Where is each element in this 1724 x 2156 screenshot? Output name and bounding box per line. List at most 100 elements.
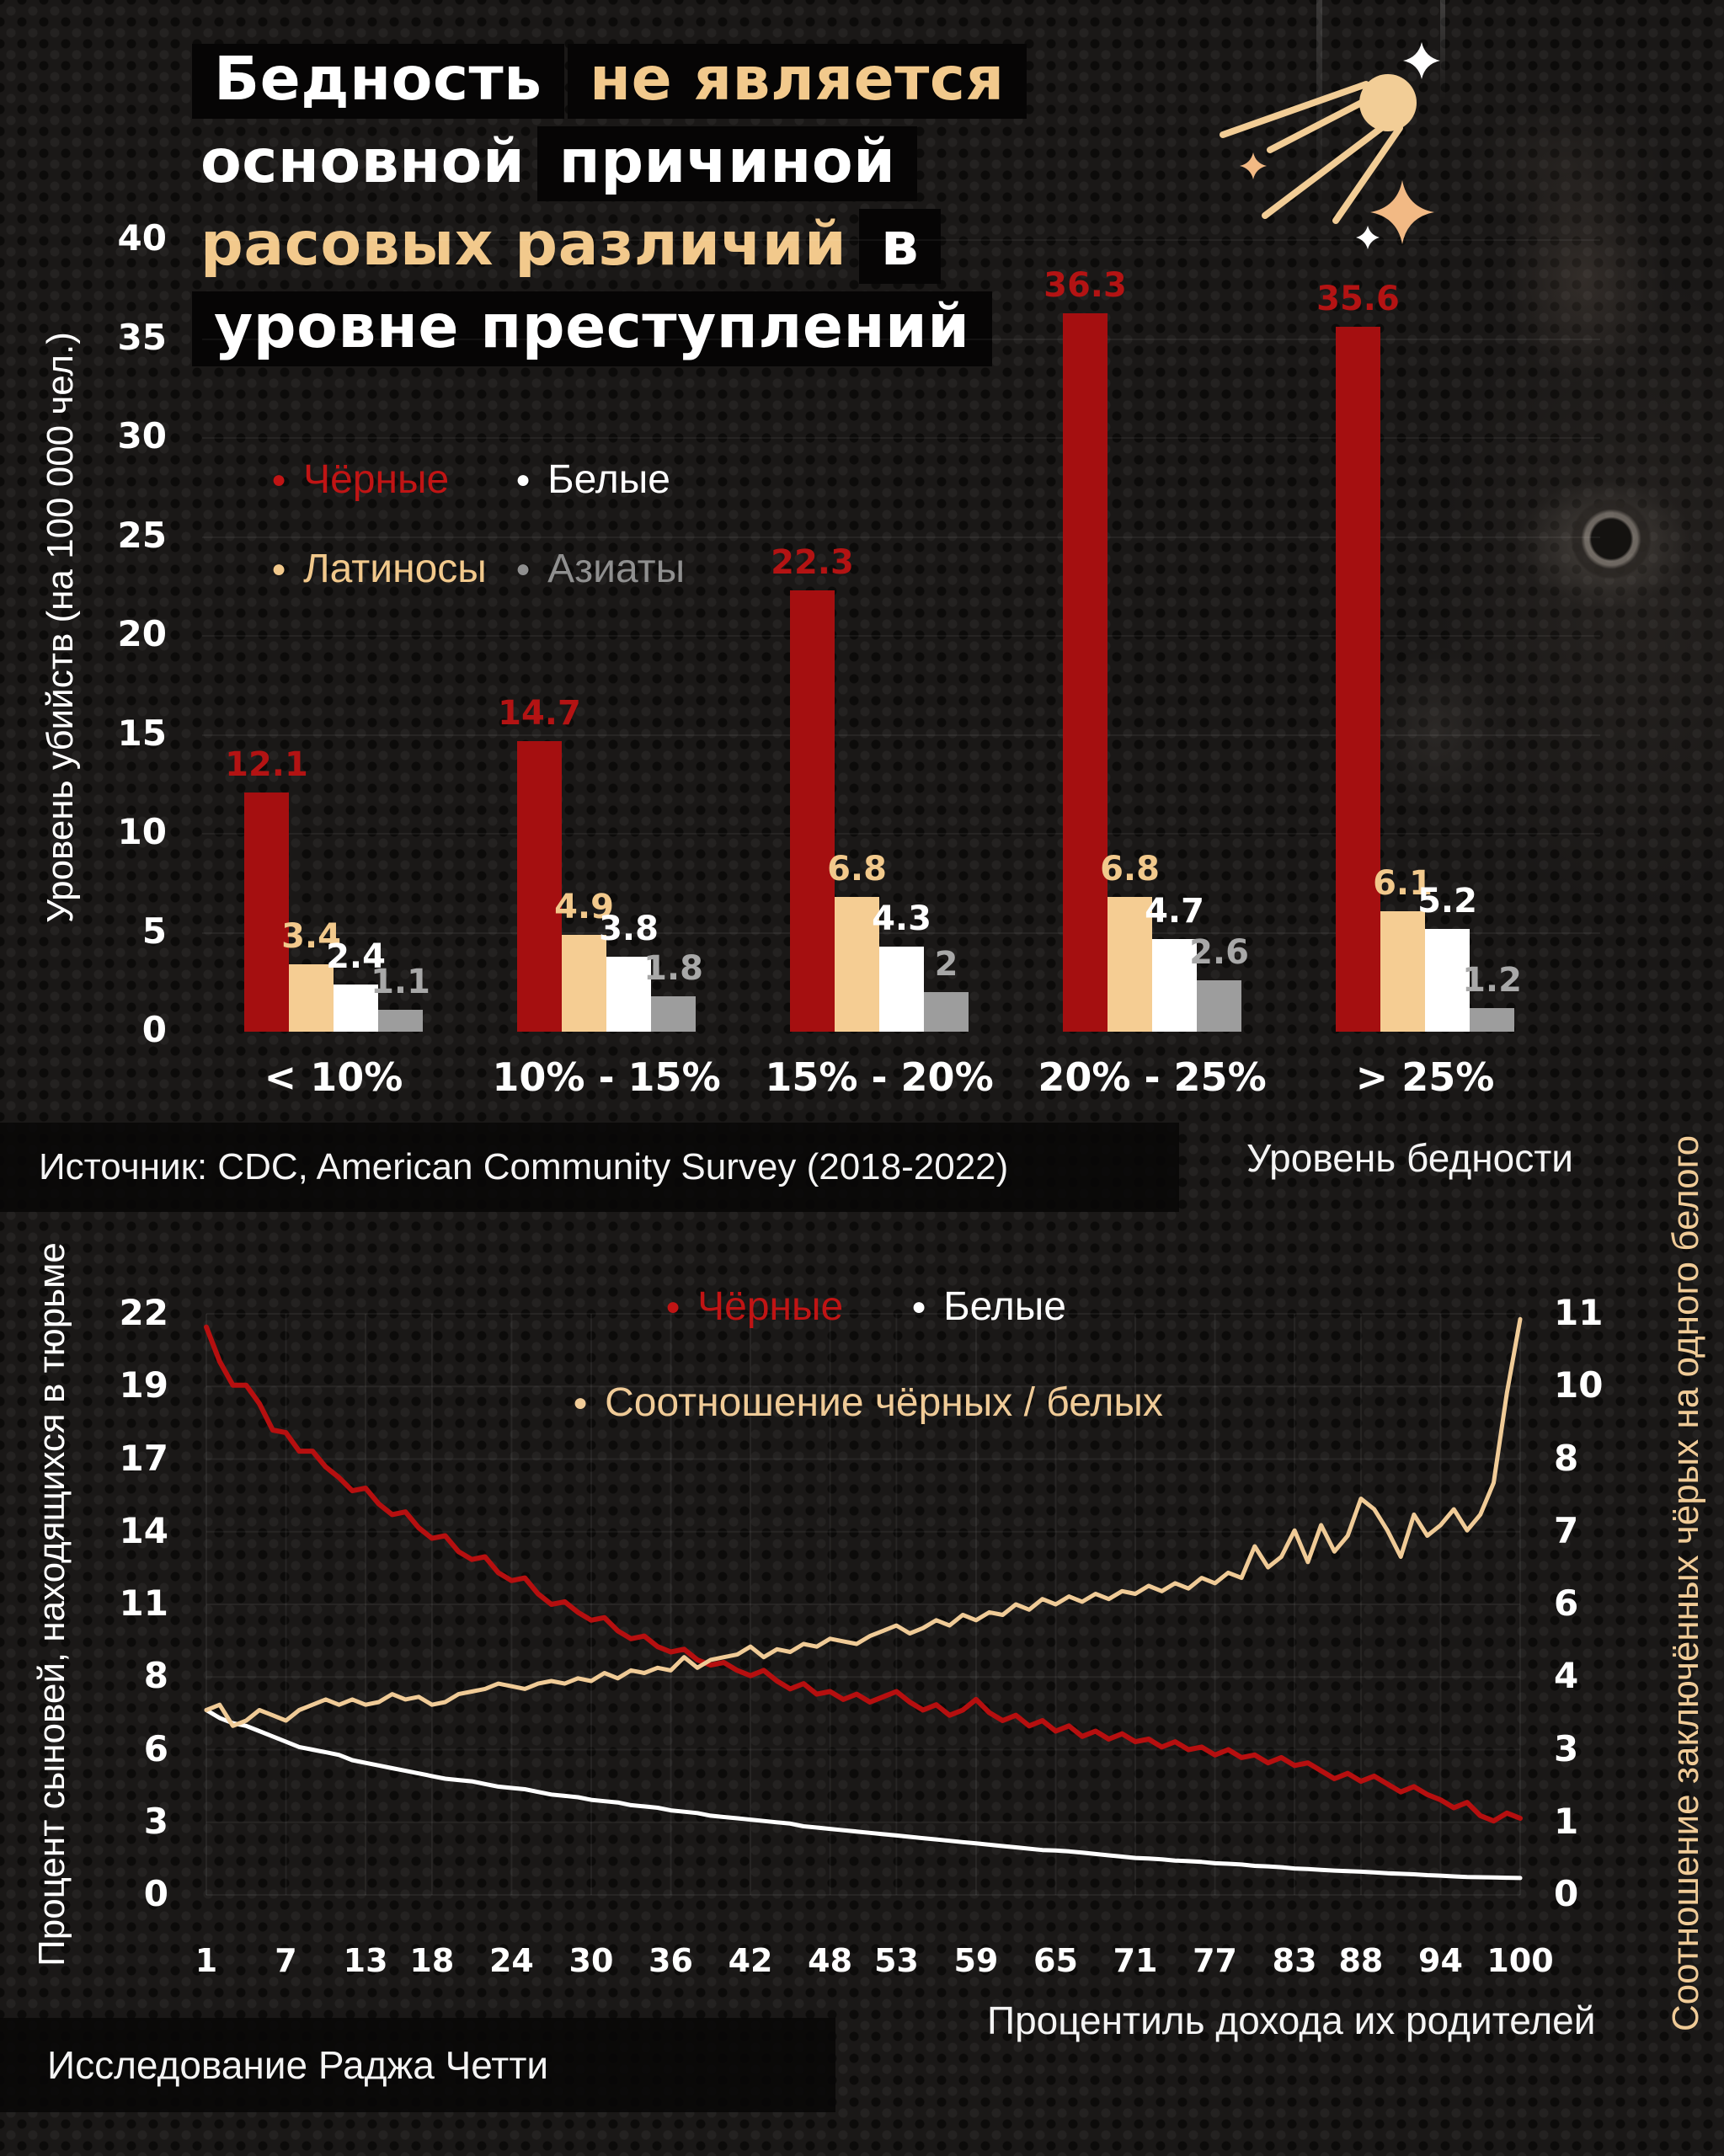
- bar-Белые: [1152, 939, 1197, 1032]
- gun-muzzle: [1565, 493, 1657, 585]
- legend-bullet-icon: ●: [271, 554, 287, 583]
- y-tick-label: 25: [117, 514, 167, 556]
- line-chart-x-axis-title: Процентиль дохода их родителей: [987, 1999, 1596, 2042]
- right-y-tick-label: 8: [1554, 1437, 1579, 1479]
- bar-Чёрные: [1336, 327, 1380, 1032]
- y-tick-label: 35: [117, 316, 167, 358]
- source-band: Источник: CDC, American Community Survey…: [0, 1123, 1179, 1212]
- footer-band: Исследование Раджа Четти: [0, 2018, 835, 2112]
- y-tick-label: 20: [117, 613, 167, 654]
- bar-Азиаты: [651, 996, 696, 1032]
- bar-Латиносы: [835, 897, 879, 1032]
- bar-Азиаты: [378, 1010, 423, 1032]
- x-tick-label: 18: [409, 1942, 455, 1979]
- right-y-tick-label: 10: [1554, 1364, 1604, 1406]
- bar-Латиносы: [1108, 897, 1152, 1032]
- grid-line: [202, 931, 1600, 934]
- legend-label: Латиносы: [303, 547, 487, 591]
- bar-Чёрные: [790, 590, 835, 1032]
- bar-value-label: 36.3: [1043, 266, 1127, 305]
- bar-Белые: [1425, 929, 1470, 1032]
- y-tick-label: 5: [141, 910, 167, 952]
- x-tick-label: 53: [873, 1942, 919, 1979]
- legend-label: Чёрные: [697, 1284, 844, 1329]
- bar-value-label: 2.6: [1189, 933, 1249, 972]
- star-icon: [1403, 42, 1440, 79]
- left-y-tick-label: 19: [119, 1364, 168, 1406]
- x-category-label: 15% - 20%: [765, 1054, 994, 1100]
- title-word-racial-differences: расовых различий: [200, 209, 847, 279]
- bar-value-label: 22.3: [771, 543, 854, 582]
- bar-value-label: 1.8: [643, 949, 703, 988]
- bar-value-label: 6.8: [1100, 850, 1160, 889]
- series-line-Чёрные: [204, 1324, 1523, 1824]
- x-tick-label: 59: [953, 1942, 999, 1979]
- title-line-2: основной причиной: [192, 126, 1027, 201]
- grid-line: [202, 437, 1600, 439]
- right-y-tick-label: 6: [1554, 1582, 1579, 1624]
- source-label: Источник: CDC, American Community Survey…: [39, 1146, 1009, 1187]
- title-line-1: Бедность не является: [192, 44, 1027, 119]
- satellite-antenna: [1332, 125, 1403, 224]
- star-icon: [1356, 226, 1380, 249]
- x-tick-label: 100: [1486, 1942, 1554, 1979]
- satellite-antenna: [1220, 81, 1369, 138]
- grid-line: [202, 536, 1600, 538]
- bar-value-label: 1.2: [1462, 961, 1522, 1000]
- legend-item-asians: ● Азиаты: [515, 546, 685, 592]
- y-tick-label: 0: [141, 1009, 167, 1050]
- legend-label: Белые: [943, 1284, 1066, 1329]
- legend-item-latinos: ● Латиносы: [271, 546, 487, 592]
- left-y-tick-label: 3: [143, 1800, 168, 1842]
- legend-bullet-icon: ●: [573, 1388, 589, 1417]
- satellite-antenna: [1262, 125, 1385, 219]
- bar-value-label: 5.2: [1417, 882, 1477, 921]
- left-y-tick-label: 0: [143, 1873, 168, 1914]
- grid-line: [202, 338, 1600, 340]
- bar-Латиносы: [562, 935, 606, 1032]
- bar-value-label: 12.1: [225, 745, 308, 784]
- right-y-tick-label: 4: [1554, 1655, 1579, 1697]
- title-line-3: расовых различий в: [192, 209, 1027, 284]
- x-tick-label: 1: [195, 1942, 218, 1979]
- x-tick-label: 42: [728, 1942, 773, 1979]
- right-y-tick-label: 7: [1554, 1509, 1579, 1551]
- x-tick-label: 65: [1033, 1942, 1078, 1979]
- bar-Латиносы: [289, 964, 334, 1032]
- legend-label: Азиаты: [547, 547, 686, 591]
- left-y-tick-label: 6: [143, 1727, 168, 1769]
- satellite-antenna: [1267, 93, 1376, 153]
- bar-Чёрные: [1063, 313, 1108, 1032]
- x-tick-label: 7: [275, 1942, 297, 1979]
- y-tick-label: 15: [117, 712, 167, 754]
- x-tick-label: 71: [1113, 1942, 1158, 1979]
- bar-Азиаты: [1197, 980, 1241, 1032]
- title-word-cause: причиной: [536, 126, 918, 201]
- left-y-tick-label: 11: [119, 1582, 168, 1624]
- grid-line: [202, 635, 1600, 637]
- footer-label: Исследование Раджа Четти: [47, 2043, 549, 2087]
- bar-Азиаты: [1470, 1008, 1514, 1032]
- legend-label: Соотношение чёрных / белых: [605, 1380, 1163, 1425]
- bar-value-label: 4.3: [872, 899, 931, 938]
- infographic-title: Бедность не является основной причиной р…: [192, 44, 1027, 374]
- bar-Белые: [334, 985, 378, 1032]
- x-category-label: 20% - 25%: [1038, 1054, 1267, 1100]
- title-word-is-not: не является: [568, 44, 1027, 119]
- left-y-tick-label: 22: [119, 1292, 168, 1333]
- x-category-label: 10% - 15%: [492, 1054, 721, 1100]
- right-y-tick-label: 11: [1554, 1292, 1604, 1333]
- bar-value-label: 6.1: [1373, 864, 1433, 903]
- bar-value-label: 35.6: [1316, 280, 1400, 318]
- bar-chart: 40 35 30 25 20 15 10 5 0 12.1 14.7 22.3 36.3 35.6 3.4 4…: [117, 217, 1600, 1100]
- title-word-poverty: Бедность: [192, 44, 564, 119]
- bar-Белые: [879, 947, 924, 1032]
- x-tick-label: 94: [1418, 1942, 1463, 1979]
- bar-value-label: 3.8: [599, 910, 659, 948]
- bar-value-label: 14.7: [498, 694, 581, 733]
- legend-item-blacks-line: ● Чёрные: [665, 1283, 843, 1330]
- bar-chart-x-axis-title: Уровень бедности: [1246, 1136, 1573, 1180]
- title-word-in: в: [858, 209, 942, 284]
